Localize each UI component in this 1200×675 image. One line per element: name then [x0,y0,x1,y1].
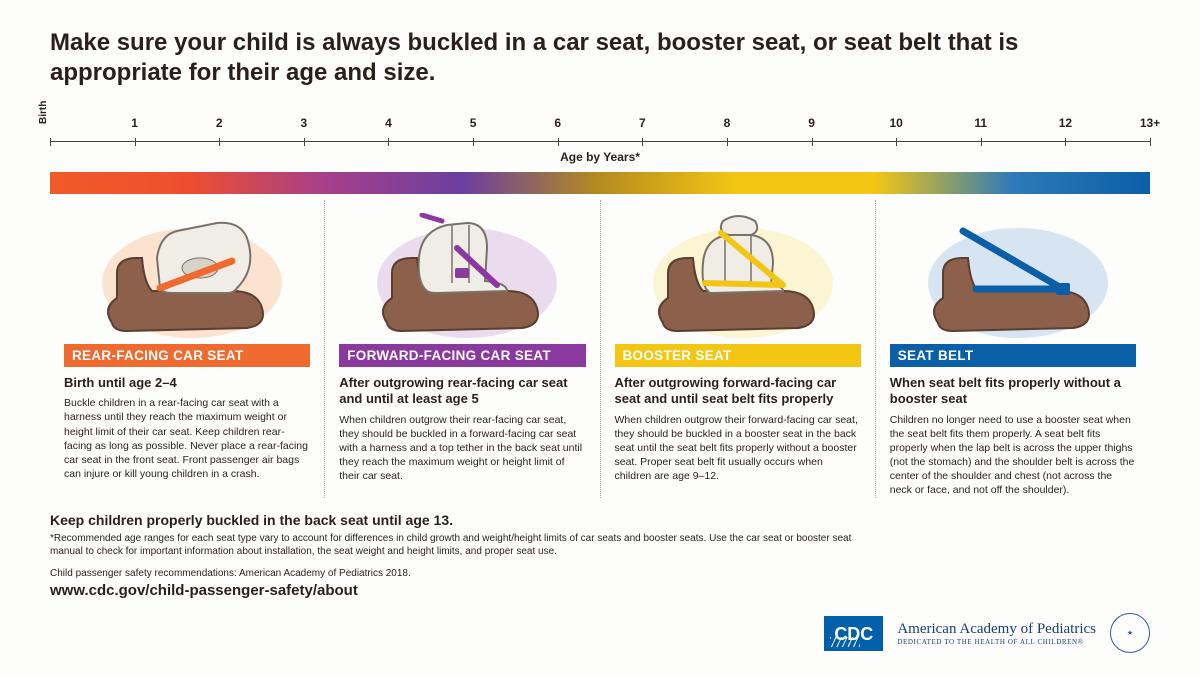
category-label: REAR-FACING CAR SEAT [64,344,310,367]
seat-panel: BOOSTER SEAT After outgrowing forward-fa… [601,200,876,498]
seat-illustration [339,208,585,338]
aap-subtitle: DEDICATED TO THE HEALTH OF ALL CHILDREN® [897,638,1096,646]
axis-number: 10 [889,116,902,130]
seat-panel: FORWARD-FACING CAR SEAT After outgrowing… [325,200,600,498]
axis-tick [558,138,559,146]
axis-number: 11 [974,116,987,130]
axis-number: 3 [301,116,308,130]
timeline: Birth 12345678910111213+ Age by Years* [50,116,1150,194]
axis-tick [135,138,136,146]
keep-buckled-line: Keep children properly buckled in the ba… [50,512,1150,528]
seat-panels: REAR-FACING CAR SEAT Birth until age 2–4… [50,200,1150,498]
panel-subtitle: When seat belt fits properly without a b… [890,375,1136,408]
cdc-logo: CDC [824,616,883,651]
axis-number: 6 [554,116,561,130]
age-axis: 12345678910111213+ [50,116,1150,142]
axis-tick [896,138,897,146]
birth-label: Birth [38,101,49,124]
axis-tick [812,138,813,146]
axis-number: 9 [808,116,815,130]
axis-label: Age by Years* [50,150,1150,164]
axis-number: 7 [639,116,646,130]
source-line: Child passenger safety recommendations: … [50,568,1150,579]
axis-number: 5 [470,116,477,130]
category-label: SEAT BELT [890,344,1136,367]
aap-logo-text: American Academy of Pediatrics DEDICATED… [897,621,1096,646]
axis-tick [727,138,728,146]
url-line: www.cdc.gov/child-passenger-safety/about [50,582,1150,599]
footnote: *Recommended age ranges for each seat ty… [50,532,870,558]
axis-number: 2 [216,116,223,130]
panel-body: Children no longer need to use a booster… [890,413,1136,498]
axis-tick [642,138,643,146]
logos: CDC American Academy of Pediatrics DEDIC… [824,613,1150,653]
aap-seal-icon: ★ [1110,613,1150,653]
axis-number: 1 [131,116,138,130]
aap-title: American Academy of Pediatrics [897,621,1096,638]
headline: Make sure your child is always buckled i… [50,28,1030,88]
axis-tick [473,138,474,146]
seat-illustration [615,208,861,338]
axis-tick [219,138,220,146]
panel-subtitle: Birth until age 2–4 [64,375,310,391]
axis-tick [304,138,305,146]
panel-subtitle: After outgrowing rear-facing car seat an… [339,375,585,408]
axis-tick [388,138,389,146]
category-label: FORWARD-FACING CAR SEAT [339,344,585,367]
axis-number: 13+ [1140,116,1160,130]
axis-number: 12 [1059,116,1072,130]
seat-panel: SEAT BELT When seat belt fits properly w… [876,200,1150,498]
category-label: BOOSTER SEAT [615,344,861,367]
seat-panel: REAR-FACING CAR SEAT Birth until age 2–4… [50,200,325,498]
axis-tick [1065,138,1066,146]
axis-number: 4 [385,116,392,130]
axis-tick [981,138,982,146]
panel-body: Buckle children in a rear-facing car sea… [64,396,310,481]
seat-illustration [64,208,310,338]
seat-illustration [890,208,1136,338]
axis-tick [1150,138,1151,146]
axis-number: 8 [724,116,731,130]
age-gradient-bar [50,172,1150,194]
panel-body: When children outgrow their forward-faci… [615,413,861,484]
panel-body: When children outgrow their rear-facing … [339,413,585,484]
panel-subtitle: After outgrowing forward-facing car seat… [615,375,861,408]
